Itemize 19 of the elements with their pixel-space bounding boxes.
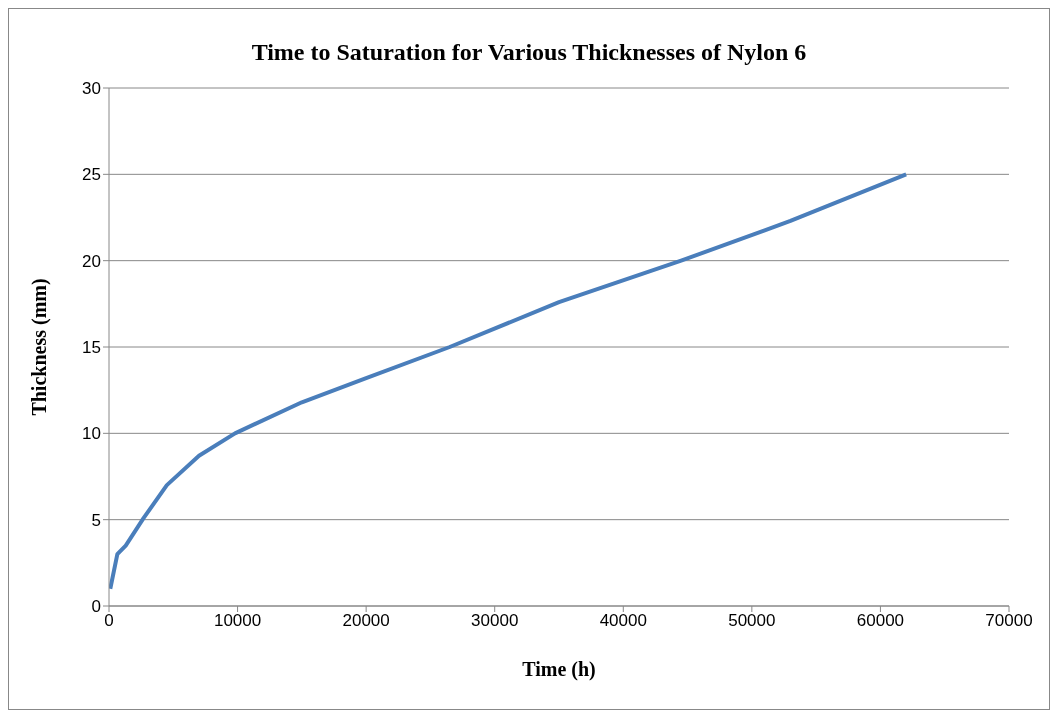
chart-title: Time to Saturation for Various Thicknesses of Nylon 6 <box>250 39 808 66</box>
x-axis-title: Time (h) <box>522 658 596 681</box>
x-tick-label: 50000 <box>728 611 776 631</box>
y-tick-label: 5 <box>91 510 101 530</box>
y-tick-label: 0 <box>91 597 101 617</box>
x-tick-label: 10000 <box>213 611 262 631</box>
y-tick-label: 10 <box>82 424 101 444</box>
y-tick-label: 30 <box>82 79 101 99</box>
x-tick-label: 20000 <box>342 611 390 631</box>
x-tick-label: 30000 <box>471 611 519 631</box>
x-tick-label: 40000 <box>599 611 647 631</box>
y-tick-label: 20 <box>82 251 101 271</box>
line-series <box>109 172 909 591</box>
y-tick-label: 15 <box>82 338 101 358</box>
x-tick-label: 0 <box>104 611 114 631</box>
x-tick-label: 60000 <box>856 611 905 631</box>
y-tick-label: 25 <box>82 165 101 185</box>
y-axis-title: Thickness (mm) <box>28 278 52 416</box>
x-tick-label: 70000 <box>985 611 1033 631</box>
